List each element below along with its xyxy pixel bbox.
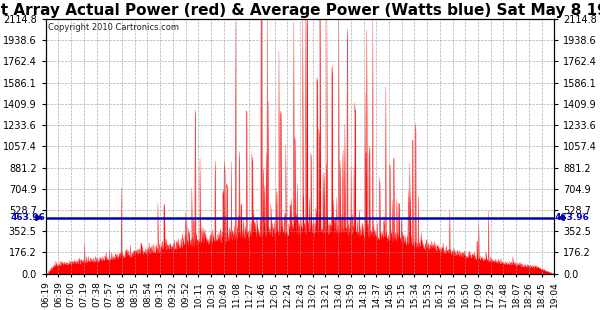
Text: 463.96: 463.96 [554, 213, 589, 222]
Text: 463.96: 463.96 [11, 213, 46, 222]
Title: West Array Actual Power (red) & Average Power (Watts blue) Sat May 8 19:24: West Array Actual Power (red) & Average … [0, 3, 600, 18]
Text: Copyright 2010 Cartronics.com: Copyright 2010 Cartronics.com [48, 23, 179, 32]
